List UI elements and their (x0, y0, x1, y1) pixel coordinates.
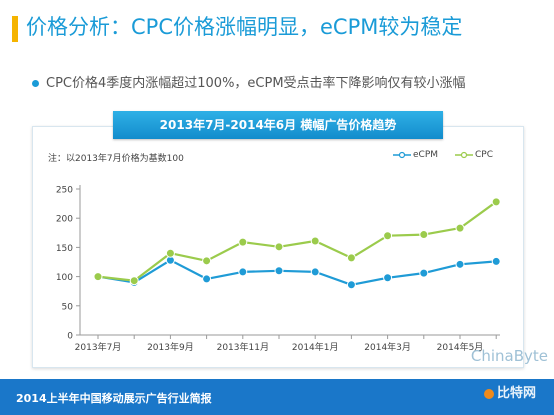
title-accent-bar (12, 16, 18, 42)
x-tick-label: 2013年9月 (147, 341, 194, 353)
data-point-cpc (129, 276, 139, 286)
data-point-cpc (202, 256, 212, 266)
x-tick-label: 2013年7月 (75, 341, 122, 353)
y-tick-label: 0 (67, 332, 73, 342)
footer-bar: 2014上半年中国移动展示广告行业简报 (0, 379, 554, 415)
data-point-ecpm (419, 268, 429, 278)
x-tick-label: 2014年3月 (364, 341, 411, 353)
brand-sub: 比特网 (483, 382, 536, 401)
y-tick-label: 250 (56, 186, 73, 196)
series-line-cpc (97, 200, 497, 282)
data-point-cpc (310, 236, 320, 246)
y-tick-label: 50 (62, 302, 74, 312)
y-tick-label: 150 (56, 244, 73, 254)
data-point-ecpm (383, 273, 393, 283)
bullet-dot-icon (32, 80, 39, 87)
data-point-ecpm (455, 259, 465, 269)
series-line-ecpm (97, 259, 497, 286)
brand-logo-icon (483, 388, 494, 399)
x-tick-label: 2014年1月 (292, 341, 339, 353)
y-tick-label: 200 (56, 215, 73, 225)
data-point-cpc (383, 231, 393, 241)
legend-ecpm: eCPM (393, 150, 438, 160)
x-tick-label: 2014年5月 (437, 341, 484, 353)
footer-text: 2014上半年中国移动展示广告行业简报 (16, 392, 212, 405)
data-point-cpc (93, 272, 103, 282)
legend-cpc-marker (455, 151, 473, 158)
data-point-ecpm (238, 267, 248, 277)
legend-ecpm-label: eCPM (413, 150, 439, 160)
data-point-ecpm (202, 274, 212, 284)
data-point-cpc (238, 237, 248, 247)
data-point-ecpm (346, 280, 356, 290)
data-point-cpc (419, 230, 429, 240)
data-point-cpc (491, 197, 501, 207)
data-point-cpc (346, 253, 356, 263)
summary-text: CPC价格4季度内涨幅超过100%，eCPM受点击率下降影响仅有较小涨幅 (46, 76, 466, 91)
x-tick-label: 2013年11月 (217, 341, 269, 353)
data-point-ecpm (491, 256, 501, 266)
summary-bullet: CPC价格4季度内涨幅超过100%，eCPM受点击率下降影响仅有较小涨幅 (32, 72, 466, 91)
legend-ecpm-marker (393, 151, 411, 158)
data-point-ecpm (274, 266, 284, 276)
page-title: 价格分析：CPC价格涨幅明显，eCPM较为稳定 (26, 15, 463, 39)
data-point-cpc (165, 248, 175, 258)
y-tick-label: 100 (56, 273, 73, 283)
brand-watermark: ChinaByte (470, 347, 548, 365)
data-point-cpc (274, 242, 284, 252)
legend-cpc-label: CPC (475, 150, 493, 160)
chart-note: 注：以2013年7月价格为基数100 (48, 154, 184, 164)
data-point-cpc (455, 223, 465, 233)
brand-sub-text: 比特网 (496, 386, 536, 401)
legend-cpc: CPC (455, 150, 493, 160)
chart-title: 2013年7月-2014年6月 横幅广告价格趋势 (113, 111, 443, 139)
data-point-ecpm (310, 267, 320, 277)
